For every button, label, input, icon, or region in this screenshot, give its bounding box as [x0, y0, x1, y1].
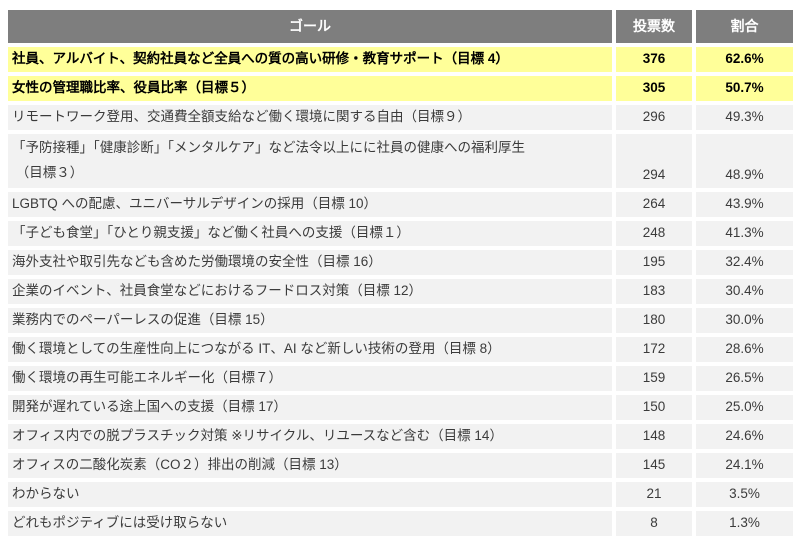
- column-header-ratio: 割合: [696, 10, 793, 43]
- ratio-cell: 62.6%: [696, 47, 793, 72]
- votes-cell: 195: [616, 250, 692, 275]
- goal-cell: 海外支社や取引先なども含めた労働環境の安全性（目標 16）: [8, 250, 612, 275]
- votes-cell: 21: [616, 482, 692, 507]
- goal-cell: 働く環境としての生産性向上につながる IT、AI など新しい技術の登用（目標 8…: [8, 337, 612, 362]
- goal-text: LGBTQ への配慮、ユニバーサルデザインの採用（目標 10）: [12, 196, 378, 212]
- goal-cell: リモートワーク登用、交通費全額支給など働く環境に関する自由（目標９）: [8, 105, 612, 130]
- table-row: 「予防接種」「健康診断」「メンタルケア」など法令以上にに社員の健康への福利厚生 …: [8, 134, 793, 188]
- goal-cell: 社員、アルバイト、契約社員など全員への質の高い研修・教育サポート（目標 4）: [8, 47, 612, 72]
- ratio-cell: 1.3%: [696, 511, 793, 536]
- goal-cell: 開発が遅れている途上国への支援（目標 17）: [8, 395, 612, 420]
- votes-cell: 172: [616, 337, 692, 362]
- votes-cell: 294: [616, 134, 692, 188]
- goal-text: 「予防接種」「健康診断」「メンタルケア」など法令以上にに社員の健康への福利厚生: [12, 140, 525, 156]
- goal-text: 働く環境としての生産性向上につながる IT、AI など新しい技術の登用（目標 8…: [12, 341, 501, 357]
- votes-cell: 145: [616, 453, 692, 478]
- goal-text: どれもポジティブには受け取らない: [12, 515, 228, 531]
- goal-cell: わからない: [8, 482, 612, 507]
- votes-cell: 376: [616, 47, 692, 72]
- table-row: 社員、アルバイト、契約社員など全員への質の高い研修・教育サポート（目標 4） 3…: [8, 47, 793, 72]
- goal-text: リモートワーク登用、交通費全額支給など働く環境に関する自由（目標９）: [12, 109, 471, 125]
- goal-text: 「子ども食堂」「ひとり親支援」など働く社員への支援（目標１）: [12, 225, 410, 241]
- table-row: LGBTQ への配慮、ユニバーサルデザインの採用（目標 10） 264 43.9…: [8, 192, 793, 217]
- goal-cell: 業務内でのペーパーレスの促進（目標 15）: [8, 308, 612, 333]
- goal-text: 働く環境の再生可能エネルギー化（目標７）: [12, 370, 282, 386]
- ratio-cell: 48.9%: [696, 134, 793, 188]
- goal-text: 業務内でのペーパーレスの促進（目標 15）: [12, 312, 274, 328]
- goal-text: 企業のイベント、社員食堂などにおけるフードロス対策（目標 12）: [12, 283, 422, 299]
- table-row: 業務内でのペーパーレスの促進（目標 15） 180 30.0%: [8, 308, 793, 333]
- goal-text: わからない: [12, 486, 80, 502]
- ratio-cell: 30.4%: [696, 279, 793, 304]
- goal-cell: どれもポジティブには受け取らない: [8, 511, 612, 536]
- goal-text: 開発が遅れている途上国への支援（目標 17）: [12, 399, 287, 415]
- votes-cell: 148: [616, 424, 692, 449]
- table-header-row: ゴール 投票数 割合: [8, 10, 793, 43]
- votes-cell: 180: [616, 308, 692, 333]
- table-row: 働く環境としての生産性向上につながる IT、AI など新しい技術の登用（目標 8…: [8, 337, 793, 362]
- goal-cell: オフィス内での脱プラスチック対策 ※リサイクル、リユースなど含む（目標 14）: [8, 424, 612, 449]
- ratio-cell: 28.6%: [696, 337, 793, 362]
- table-row: 海外支社や取引先なども含めた労働環境の安全性（目標 16） 195 32.4%: [8, 250, 793, 275]
- table-row: リモートワーク登用、交通費全額支給など働く環境に関する自由（目標９） 296 4…: [8, 105, 793, 130]
- goal-text: 社員、アルバイト、契約社員など全員への質の高い研修・教育サポート（目標 4）: [12, 51, 509, 67]
- votes-cell: 264: [616, 192, 692, 217]
- votes-cell: 8: [616, 511, 692, 536]
- table-row: 「子ども食堂」「ひとり親支援」など働く社員への支援（目標１） 248 41.3%: [8, 221, 793, 246]
- votes-cell: 248: [616, 221, 692, 246]
- table-row: オフィス内での脱プラスチック対策 ※リサイクル、リユースなど含む（目標 14） …: [8, 424, 793, 449]
- table-row: オフィスの二酸化炭素（CO２）排出の削減（目標 13） 145 24.1%: [8, 453, 793, 478]
- votes-cell: 183: [616, 279, 692, 304]
- goal-cell: 「予防接種」「健康診断」「メンタルケア」など法令以上にに社員の健康への福利厚生 …: [8, 134, 612, 188]
- goal-text: 女性の管理職比率、役員比率（目標５）: [12, 80, 255, 96]
- table-row: 働く環境の再生可能エネルギー化（目標７） 159 26.5%: [8, 366, 793, 391]
- goal-text: （目標３）: [12, 165, 84, 181]
- table-row: 女性の管理職比率、役員比率（目標５） 305 50.7%: [8, 76, 793, 101]
- goal-text: 海外支社や取引先なども含めた労働環境の安全性（目標 16）: [12, 254, 382, 270]
- votes-cell: 159: [616, 366, 692, 391]
- votes-cell: 150: [616, 395, 692, 420]
- ratio-cell: 25.0%: [696, 395, 793, 420]
- table-row: 開発が遅れている途上国への支援（目標 17） 150 25.0%: [8, 395, 793, 420]
- ratio-cell: 24.1%: [696, 453, 793, 478]
- goal-cell: 働く環境の再生可能エネルギー化（目標７）: [8, 366, 612, 391]
- goal-cell: 「子ども食堂」「ひとり親支援」など働く社員への支援（目標１）: [8, 221, 612, 246]
- goal-cell: 女性の管理職比率、役員比率（目標５）: [8, 76, 612, 101]
- column-header-goal: ゴール: [8, 10, 612, 43]
- ratio-cell: 43.9%: [696, 192, 793, 217]
- table-row: どれもポジティブには受け取らない 8 1.3%: [8, 511, 793, 536]
- ratio-cell: 30.0%: [696, 308, 793, 333]
- votes-cell: 305: [616, 76, 692, 101]
- votes-cell: 296: [616, 105, 692, 130]
- survey-results-table: ゴール 投票数 割合 社員、アルバイト、契約社員など全員への質の高い研修・教育サ…: [8, 10, 793, 540]
- ratio-cell: 26.5%: [696, 366, 793, 391]
- ratio-cell: 3.5%: [696, 482, 793, 507]
- table-row: わからない 21 3.5%: [8, 482, 793, 507]
- goal-cell: LGBTQ への配慮、ユニバーサルデザインの採用（目標 10）: [8, 192, 612, 217]
- ratio-cell: 50.7%: [696, 76, 793, 101]
- ratio-cell: 32.4%: [696, 250, 793, 275]
- ratio-cell: 24.6%: [696, 424, 793, 449]
- ratio-cell: 41.3%: [696, 221, 793, 246]
- goal-cell: オフィスの二酸化炭素（CO２）排出の削減（目標 13）: [8, 453, 612, 478]
- table-row: 企業のイベント、社員食堂などにおけるフードロス対策（目標 12） 183 30.…: [8, 279, 793, 304]
- goal-cell: 企業のイベント、社員食堂などにおけるフードロス対策（目標 12）: [8, 279, 612, 304]
- goal-text: オフィスの二酸化炭素（CO２）排出の削減（目標 13）: [12, 457, 348, 473]
- table-body: 社員、アルバイト、契約社員など全員への質の高い研修・教育サポート（目標 4） 3…: [8, 47, 793, 536]
- ratio-cell: 49.3%: [696, 105, 793, 130]
- goal-text: オフィス内での脱プラスチック対策 ※リサイクル、リユースなど含む（目標 14）: [12, 428, 503, 444]
- column-header-votes: 投票数: [616, 10, 692, 43]
